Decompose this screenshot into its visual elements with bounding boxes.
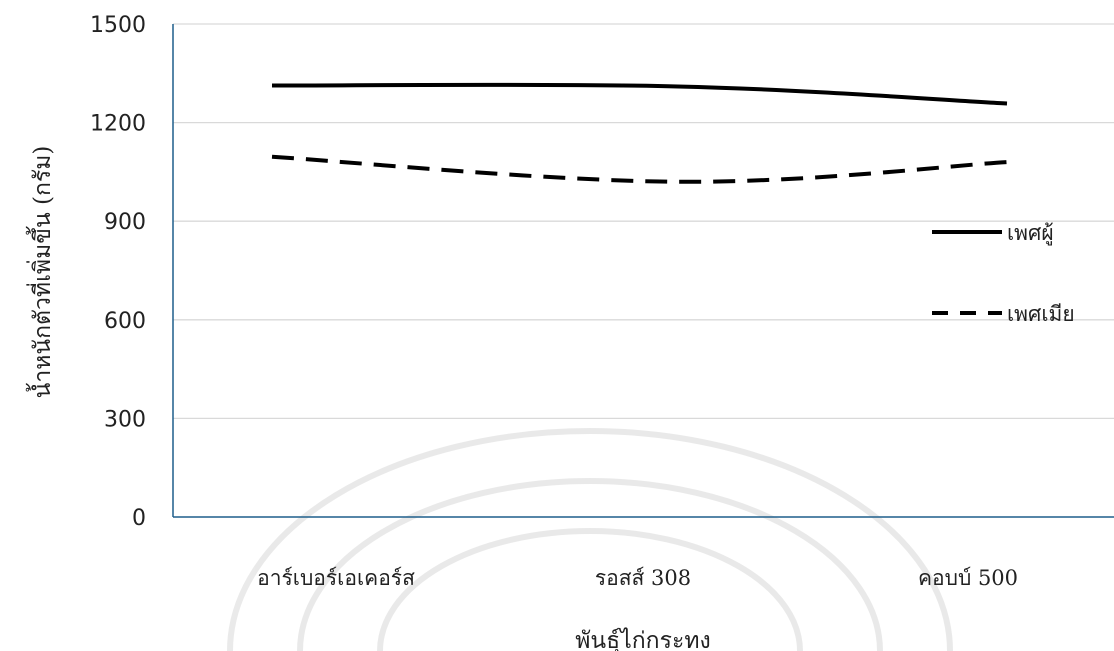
- x-tick-label: รอสส์ 308: [595, 566, 691, 590]
- legend: เพศผู้เพศเมีย: [932, 221, 1075, 326]
- series-line-female: [271, 154, 1008, 184]
- y-tick-label: 0: [132, 506, 146, 531]
- watermark-seal: [227, 428, 953, 651]
- y-tick-label: 600: [104, 309, 146, 334]
- series-lines: [271, 82, 1008, 184]
- x-tick-label: คอบบ์ 500: [918, 566, 1018, 590]
- y-tick-labels: 0 300 600 900 1200 1500: [90, 13, 146, 531]
- x-axis-title: พันธุ์ไก่กระทง: [575, 627, 710, 651]
- gridlines: [173, 23, 1114, 420]
- y-tick-label: 300: [104, 407, 146, 432]
- y-axis-title: น้ำหนักตัวที่เพิ่มขึ้น (กรัม): [26, 146, 56, 399]
- series-line-male: [271, 82, 1008, 106]
- legend-label: เพศเมีย: [1007, 302, 1075, 326]
- axes: [172, 24, 1114, 518]
- x-tick-label: อาร์เบอร์เอเคอร์ส: [257, 566, 415, 590]
- x-tick-labels: อาร์เบอร์เอเคอร์ส รอสส์ 308 คอบบ์ 500: [257, 566, 1018, 590]
- y-tick-label: 1200: [90, 112, 146, 137]
- y-tick-label: 1500: [90, 13, 146, 38]
- legend-label: เพศผู้: [1007, 221, 1054, 246]
- y-tick-label: 900: [104, 210, 146, 235]
